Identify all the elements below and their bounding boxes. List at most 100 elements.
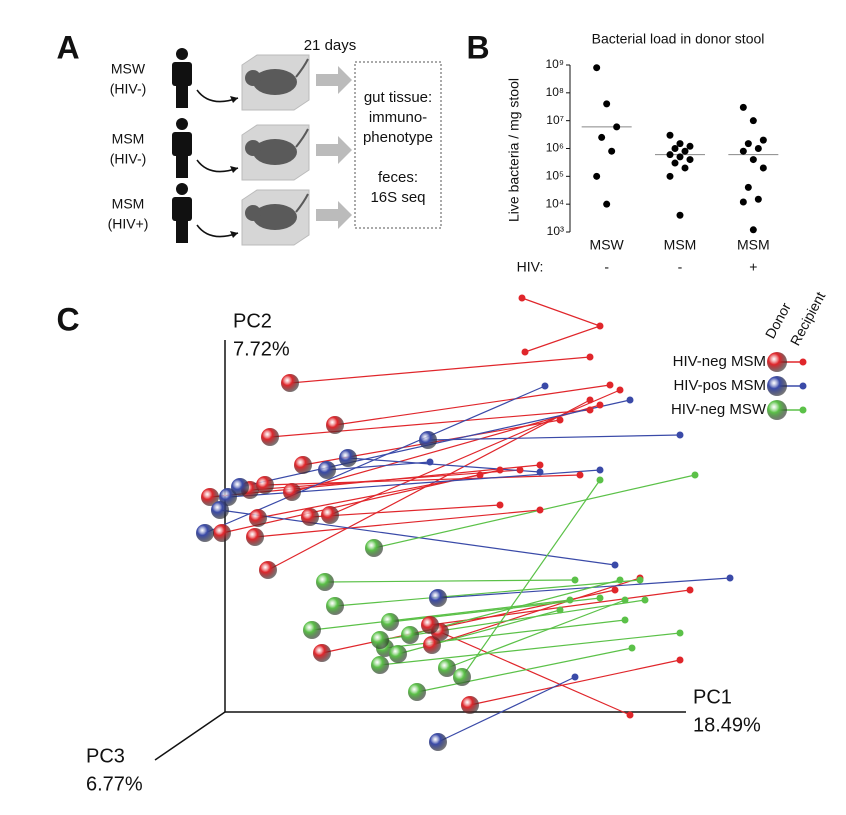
fade-arrow <box>316 136 352 164</box>
legend-recipient <box>799 406 807 414</box>
donor <box>326 597 344 615</box>
donor <box>261 428 279 446</box>
y-tick-label: 10⁵ <box>546 169 564 183</box>
donor <box>294 456 312 474</box>
donor <box>219 488 237 506</box>
point <box>671 145 679 152</box>
donor <box>365 539 383 557</box>
point <box>739 103 747 111</box>
group-label: HIV: <box>517 259 544 275</box>
recipient <box>556 606 564 614</box>
connector <box>373 474 696 549</box>
connector <box>257 474 481 519</box>
panel-a: MSW (HIV-) MSM (HIV-) MSM (HIV+) <box>108 48 352 246</box>
point <box>676 211 684 219</box>
donor <box>389 645 407 663</box>
person-legs <box>176 84 188 108</box>
donor-label: MSW <box>111 61 146 77</box>
donor <box>438 659 456 677</box>
donor <box>421 616 439 634</box>
donor <box>313 644 331 662</box>
axis-label: PC1 <box>693 686 732 708</box>
point <box>681 164 689 172</box>
recipient <box>621 596 629 604</box>
donor <box>196 524 214 542</box>
recipient <box>496 466 504 474</box>
recipient <box>676 656 684 664</box>
point <box>739 147 747 155</box>
point <box>671 159 679 167</box>
point <box>686 142 694 150</box>
point <box>754 145 762 152</box>
point <box>749 226 757 234</box>
panel-label: C <box>56 301 79 337</box>
donor-label: MSM <box>112 196 145 212</box>
panel-b: 10³ 10⁴ 10⁵ 10⁶ 10⁷ 10⁸ 10⁹ MSW - MSM - MSM + <box>545 57 779 275</box>
recipient <box>536 468 544 476</box>
donor <box>371 656 389 674</box>
connector <box>347 457 541 473</box>
person-head <box>176 183 188 195</box>
recipient <box>611 586 619 594</box>
x-tick-label: MSW <box>590 237 625 253</box>
y-tick-label: 10⁸ <box>546 85 564 99</box>
recipient <box>628 644 636 652</box>
panel-label: B <box>466 29 489 65</box>
mouse <box>253 139 297 165</box>
panel-label: A <box>56 29 79 65</box>
donor <box>381 613 399 631</box>
legend-donor <box>767 400 787 420</box>
recipient <box>676 431 684 439</box>
recipient <box>566 596 574 604</box>
connector <box>416 647 633 693</box>
fade-arrow <box>316 66 352 94</box>
point <box>666 151 674 159</box>
point <box>666 172 674 180</box>
mouse-head <box>245 70 261 86</box>
readout-box <box>354 61 442 229</box>
donor-label: (HIV+) <box>108 216 149 232</box>
recipient <box>516 466 524 474</box>
donor <box>283 483 301 501</box>
person-head <box>176 48 188 60</box>
recipient <box>691 471 699 479</box>
recipient <box>596 594 604 602</box>
mouse-tail <box>295 128 309 148</box>
mouse-head <box>245 205 261 221</box>
legend-label: HIV-pos MSM <box>673 377 766 394</box>
duration: 21 days <box>304 37 357 54</box>
recipient <box>616 576 624 584</box>
recipient <box>586 406 594 414</box>
readout: 16S seq <box>370 189 425 206</box>
connector <box>311 599 571 631</box>
axis-label: PC3 <box>86 745 125 767</box>
person-legs <box>176 219 188 243</box>
legend-recipient <box>799 358 807 366</box>
mouse-head <box>245 140 261 156</box>
readout: phenotype <box>363 129 433 146</box>
connector <box>437 676 576 743</box>
donor <box>246 528 264 546</box>
point <box>754 195 762 203</box>
donor <box>408 683 426 701</box>
donor <box>301 508 319 526</box>
donor <box>249 509 267 527</box>
arrow-head <box>230 96 238 103</box>
recipient <box>518 294 526 302</box>
person-legs <box>176 154 188 178</box>
connector <box>427 434 681 441</box>
readout: gut tissue: <box>364 89 432 106</box>
connector <box>291 404 601 493</box>
recipient <box>686 586 694 594</box>
person-head <box>176 118 188 130</box>
point <box>749 156 757 164</box>
y-tick-label: 10⁷ <box>546 113 564 127</box>
axis-label: 18.49% <box>693 714 761 736</box>
recipient <box>556 416 564 424</box>
legend-label: HIV-neg MSM <box>673 353 766 370</box>
donor <box>321 506 339 524</box>
donor-label: (HIV-) <box>110 81 147 97</box>
donor <box>371 631 389 649</box>
connector <box>439 631 631 716</box>
